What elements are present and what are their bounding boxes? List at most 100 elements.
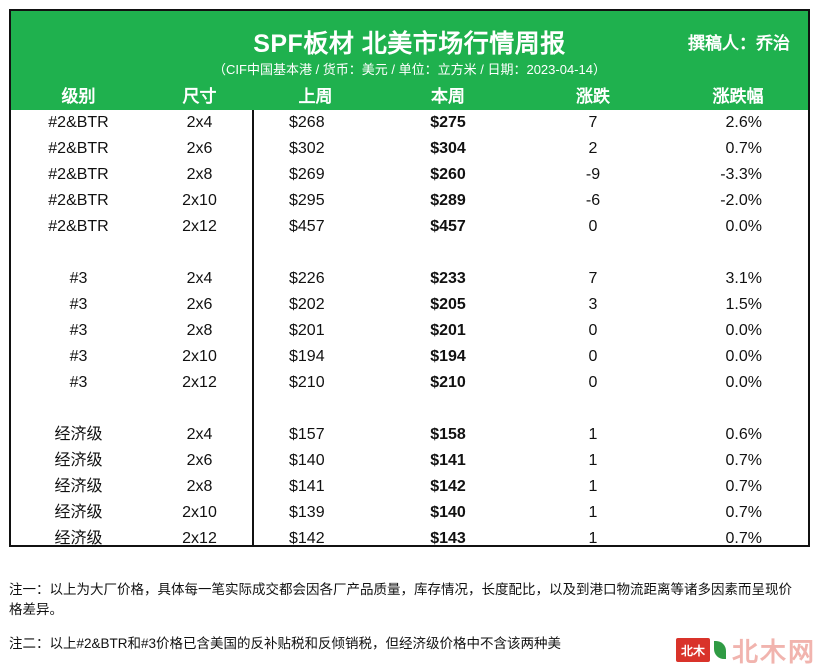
- col-last-week-header: 上周: [298, 87, 333, 106]
- cell-grade: #3: [69, 348, 88, 365]
- cell-last-week: $141: [289, 478, 325, 495]
- cell-change: 1: [588, 426, 598, 443]
- col-this-week-header: 本周: [431, 87, 465, 106]
- cell-grade: #2&BTR: [48, 192, 109, 209]
- cell-this-week: $140: [430, 504, 466, 521]
- col-change-pct-header: 涨跌幅: [712, 87, 764, 106]
- cell-change: 1: [588, 478, 598, 495]
- cell-this-week: $142: [430, 478, 466, 495]
- cell-grade: #3: [69, 322, 88, 339]
- cell-change: 1: [588, 530, 598, 547]
- col-size-header: 尺寸: [182, 87, 217, 106]
- cell-change-pct: -3.3%: [720, 166, 762, 183]
- watermark: 北木 北木网: [675, 637, 816, 667]
- report-title: SPF板材 北美市场行情周报: [253, 30, 566, 58]
- cell-this-week: $457: [430, 218, 466, 235]
- cell-last-week: $226: [289, 270, 325, 287]
- cell-this-week: $158: [430, 426, 466, 443]
- cell-size: 2x12: [182, 530, 217, 547]
- cell-change: 0: [588, 218, 598, 235]
- cell-size: 2x10: [182, 192, 217, 209]
- cell-change-pct: 0.0%: [725, 218, 762, 235]
- footnote-2: 注二：以上#2&BTR和#3价格已含美国的反补贴税和反倾销税，但经济级价格中不含…: [9, 636, 562, 651]
- cell-change: -9: [585, 166, 601, 183]
- cell-this-week: $141: [430, 452, 466, 469]
- cell-last-week: $157: [289, 426, 325, 443]
- cell-last-week: $302: [289, 140, 325, 157]
- cell-change: 1: [588, 504, 598, 521]
- col-grade-header: 级别: [61, 87, 96, 106]
- cell-size: 2x8: [186, 322, 213, 339]
- table-row: #2&BTR 2x6 $302 $304 2 0.7%: [11, 136, 808, 162]
- table-row: #2&BTR 2x12 $457 $457 0 0.0%: [11, 214, 808, 240]
- cell-change-pct: 0.7%: [725, 504, 762, 521]
- table-row: #3 2x6 $202 $205 3 1.5%: [11, 292, 808, 318]
- watermark-badge: 北木: [675, 638, 710, 662]
- cell-size: 2x4: [186, 270, 213, 287]
- table-body: #2&BTR 2x4 $268 $275 7 2.6% #2&BTR 2x6 $302 $304 2…: [11, 110, 808, 547]
- cell-change-pct: 3.1%: [725, 270, 762, 287]
- table-row: 经济级 2x10 $139 $140 1 0.7%: [11, 500, 808, 526]
- table-row: #3 2x10 $194 $194 0 0.0%: [11, 344, 808, 370]
- cell-grade: #2&BTR: [48, 218, 109, 235]
- cell-last-week: $457: [289, 218, 325, 235]
- leaf-icon: [713, 641, 726, 659]
- cell-size: 2x6: [186, 140, 213, 157]
- cell-change-pct: 2.6%: [725, 114, 762, 131]
- cell-size: 2x6: [186, 296, 213, 313]
- table-row: #2&BTR 2x8 $269 $260 -9 -3.3%: [11, 162, 808, 188]
- cell-size: 2x4: [186, 426, 213, 443]
- cell-this-week: $205: [430, 296, 466, 313]
- table-row: #2&BTR 2x10 $295 $289 -6 -2.0%: [11, 188, 808, 214]
- table-row: 经济级 2x4 $157 $158 1 0.6%: [11, 422, 808, 448]
- cell-change-pct: 0.7%: [725, 452, 762, 469]
- column-divider: [252, 110, 254, 545]
- cell-this-week: $194: [430, 348, 466, 365]
- cell-grade: 经济级: [54, 478, 103, 495]
- cell-size: 2x12: [182, 218, 217, 235]
- cell-change-pct: 0.0%: [725, 374, 762, 391]
- cell-change-pct: 0.7%: [725, 140, 762, 157]
- cell-last-week: $142: [289, 530, 325, 547]
- cell-this-week: $210: [430, 374, 466, 391]
- report-subtitle: （CIF中国基本港 / 货币：美元 / 单位：立方米 / 日期：2023-04-…: [213, 62, 606, 77]
- cell-size: 2x10: [182, 504, 217, 521]
- cell-grade: 经济级: [54, 452, 103, 469]
- report-table: SPF板材 北美市场行情周报 撰稿人：乔治 （CIF中国基本港 / 货币：美元 …: [9, 9, 810, 547]
- cell-change: 7: [588, 270, 598, 287]
- cell-grade: #3: [69, 270, 88, 287]
- cell-change-pct: 0.6%: [725, 426, 762, 443]
- footnote-1: 注一：以上为大厂价格，具体每一笔实际成交都会因各厂产品质量，库存情况，长度配比，…: [9, 582, 792, 617]
- cell-last-week: $295: [289, 192, 325, 209]
- col-change-header: 涨跌: [576, 87, 610, 106]
- watermark-text: 北木网: [731, 636, 816, 667]
- cell-change-pct: -2.0%: [720, 192, 762, 209]
- cell-this-week: $201: [430, 322, 466, 339]
- cell-size: 2x4: [186, 114, 213, 131]
- table-row: 经济级 2x8 $141 $142 1 0.7%: [11, 474, 808, 500]
- cell-this-week: $233: [430, 270, 466, 287]
- cell-change-pct: 0.7%: [725, 478, 762, 495]
- cell-last-week: $140: [289, 452, 325, 469]
- cell-grade: 经济级: [54, 504, 103, 521]
- cell-grade: #2&BTR: [48, 140, 109, 157]
- cell-this-week: $304: [430, 140, 466, 157]
- cell-this-week: $260: [430, 166, 466, 183]
- cell-grade: 经济级: [54, 530, 103, 547]
- table-row: 经济级 2x12 $142 $143 1 0.7%: [11, 526, 808, 547]
- cell-size: 2x10: [182, 348, 217, 365]
- cell-last-week: $139: [289, 504, 325, 521]
- cell-change: 0: [588, 322, 598, 339]
- cell-last-week: $201: [289, 322, 325, 339]
- cell-last-week: $202: [289, 296, 325, 313]
- cell-change: 7: [588, 114, 598, 131]
- cell-grade: 经济级: [54, 426, 103, 443]
- cell-grade: #2&BTR: [48, 166, 109, 183]
- cell-this-week: $143: [430, 530, 466, 547]
- table-row: 经济级 2x6 $140 $141 1 0.7%: [11, 448, 808, 474]
- cell-change-pct: 0.7%: [725, 530, 762, 547]
- cell-change-pct: 0.0%: [725, 348, 762, 365]
- column-headers: 级别 尺寸 上周 本周 涨跌 涨跌幅: [11, 84, 808, 110]
- cell-change: 0: [588, 348, 598, 365]
- cell-change: -6: [585, 192, 601, 209]
